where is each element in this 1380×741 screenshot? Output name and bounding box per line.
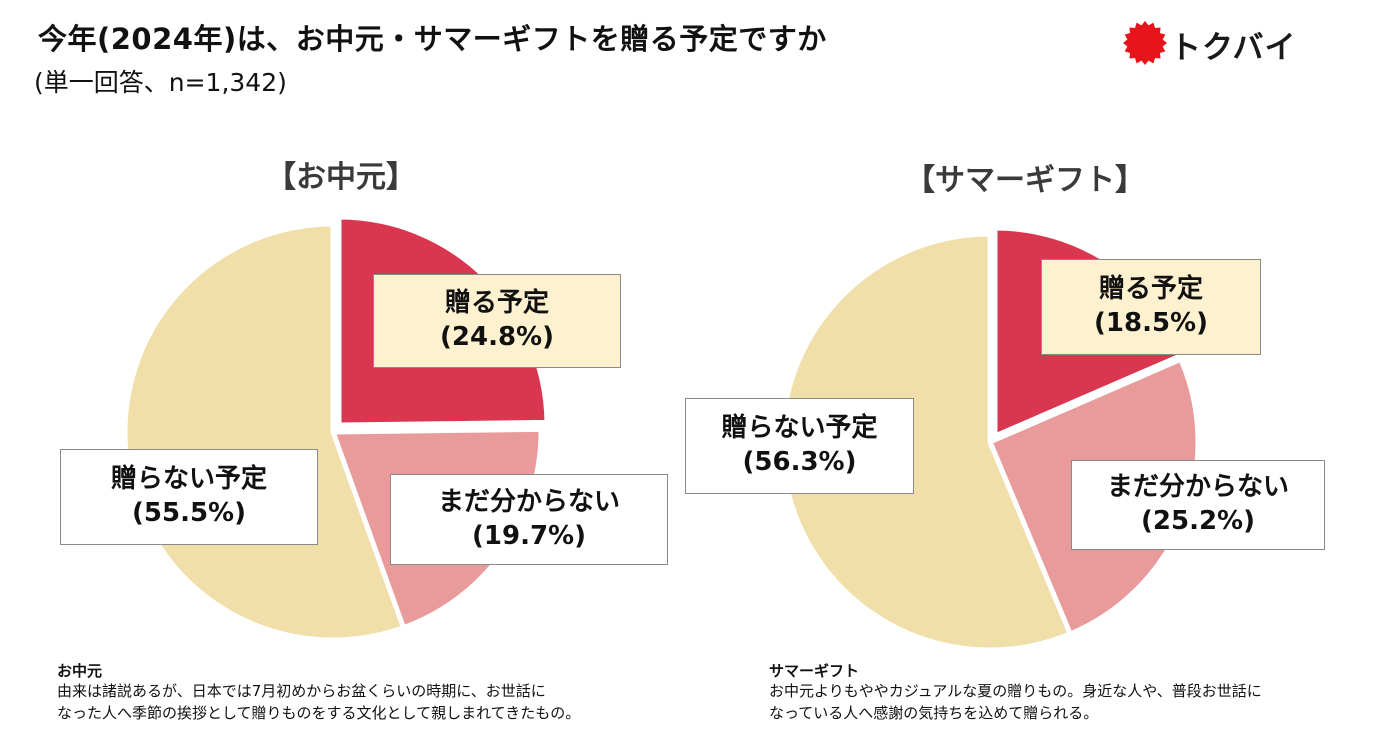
label-summer-plan-value: (18.5%) bbox=[1094, 308, 1208, 338]
note-line: なっている人へ感謝の気持ちを込めて贈られる。 bbox=[769, 703, 1099, 722]
note-line: お中元よりもややカジュアルな夏の贈りもの。身近な人や、普段お世話に bbox=[769, 682, 1262, 700]
note-text-ochugen: 由来は諸説あるが、日本では7月初めからお盆くらいの時期に、お世話に なった人へ季… bbox=[57, 681, 580, 725]
note-text-summer-gift: お中元よりもややカジュアルな夏の贈りもの。身近な人や、普段お世話に なっている人… bbox=[769, 681, 1262, 725]
label-ochugen-unsure: まだ分からない (19.7%) bbox=[390, 474, 668, 565]
page-subtitle: (単一回答、n=1,342) bbox=[34, 68, 287, 97]
label-summer-unsure: まだ分からない (25.2%) bbox=[1071, 460, 1325, 550]
label-ochugen-unsure-value: (19.7%) bbox=[472, 520, 586, 551]
page-title: 今年(2024年)は、お中元・サマーギフトを贈る予定ですか bbox=[38, 22, 827, 56]
label-summer-unsure-category: まだ分からない bbox=[1106, 472, 1289, 503]
label-summer-no-plan: 贈らない予定 (56.3%) bbox=[685, 398, 914, 494]
label-ochugen-no-plan: 贈らない予定 (55.5%) bbox=[60, 449, 318, 545]
label-ochugen-plan-category: 贈る予定 bbox=[444, 288, 549, 319]
label-summer-no-plan-category: 贈らない予定 bbox=[721, 413, 878, 444]
chart-title-ochugen: 【お中元】 bbox=[266, 160, 416, 195]
label-ochugen-no-plan-value: (55.5%) bbox=[132, 498, 246, 528]
label-summer-plan: 贈る予定 (18.5%) bbox=[1041, 259, 1261, 355]
brand-logo[interactable]: トクバイ bbox=[1122, 18, 1302, 68]
brand-logo-text: トクバイ bbox=[1170, 30, 1297, 66]
note-heading-ochugen: お中元 bbox=[57, 662, 103, 680]
label-ochugen-plan-value: (24.8%) bbox=[440, 322, 554, 352]
label-ochugen-no-plan-category: 贈らない予定 bbox=[110, 464, 267, 495]
label-summer-no-plan-value: (56.3%) bbox=[742, 447, 857, 477]
note-line: なった人へ季節の挨拶として贈りものをする文化として親しまれてきたもの。 bbox=[57, 703, 581, 722]
red-sun-badge-icon bbox=[1123, 21, 1167, 65]
chart-title-summer-gift: 【サマーギフト】 bbox=[905, 163, 1145, 198]
label-ochugen-plan: 贈る予定 (24.8%) bbox=[373, 274, 621, 368]
label-summer-unsure-value: (25.2%) bbox=[1141, 506, 1255, 536]
label-ochugen-unsure-category: まだ分からない bbox=[437, 486, 620, 517]
label-summer-plan-category: 贈る予定 bbox=[1098, 274, 1203, 305]
note-line: 由来は諸説あるが、日本では7月初めからお盆くらいの時期に、お世話に bbox=[57, 682, 546, 700]
note-heading-summer-gift: サマーギフト bbox=[769, 662, 860, 680]
